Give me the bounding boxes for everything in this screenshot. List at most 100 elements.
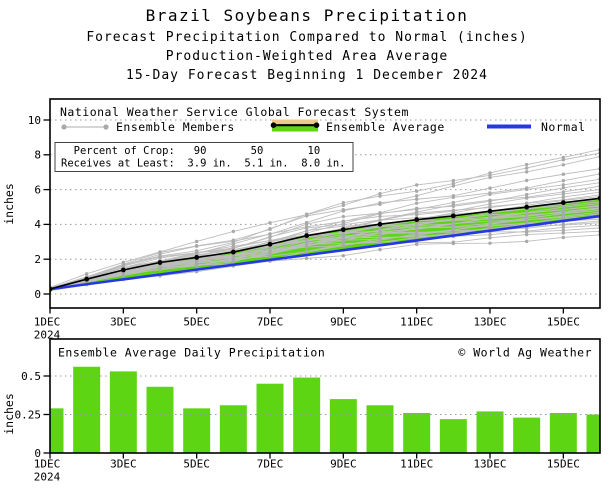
ensemble-member-dot [341, 207, 346, 212]
x-tick-label: 13DEC [473, 458, 506, 471]
ensemble-member-dot [378, 218, 382, 222]
ensemble-member-dot [488, 215, 492, 219]
x-tick-label: 11DEC [400, 316, 433, 329]
ensemble-member-dot [194, 239, 199, 244]
ensemble-member-dot [414, 201, 419, 205]
ensemble-member-dot [231, 258, 236, 263]
ensemble-member-line [50, 230, 600, 290]
ensemble-member-dot [378, 229, 382, 233]
ensemble-average-dot [194, 255, 200, 260]
ensemble-member-dot [524, 192, 529, 197]
ensemble-member-dot [561, 186, 566, 190]
ensemble-member-dot [341, 235, 346, 239]
ensemble-member-dot [451, 204, 456, 208]
bar [513, 417, 541, 453]
stats-box: Percent of Crop: 90 50 10 Receives at Le… [54, 142, 354, 172]
x-tick-label: 5DEC [183, 316, 210, 329]
chart-subtitle-2: Production-Weighted Area Average [165, 49, 449, 64]
ensemble-member-dot [451, 218, 456, 222]
bar [109, 371, 137, 453]
ensemble-member-dot [378, 194, 382, 198]
y-tick-label: 0.5 [21, 370, 41, 383]
ensemble-member-dot [158, 250, 162, 255]
ensemble-member-dot [231, 256, 236, 260]
y-tick-label: 0 [34, 288, 41, 301]
bars-layer [50, 366, 600, 453]
ensemble-member-dot [158, 254, 162, 258]
ensemble-member-line [50, 168, 600, 289]
top-y-axis-label: inches [2, 183, 16, 225]
ensemble-member-dot [304, 256, 309, 261]
ensemble-member-dot [268, 235, 272, 240]
top-series-layer [50, 147, 600, 293]
x-tick-label: 15DEC [547, 458, 580, 471]
ensemble-member-dot [304, 225, 309, 229]
ensemble-member-dot [561, 235, 566, 240]
ensemble-member-line [50, 178, 600, 289]
bar [439, 419, 467, 453]
y-tick-label: 2 [34, 253, 41, 266]
ensemble-member-dot [414, 227, 419, 231]
bar [549, 412, 577, 453]
y-tick-label: 0 [34, 447, 41, 460]
ensemble-member-dot [341, 231, 346, 235]
x-tick-label: 13DEC [473, 316, 506, 329]
ensemble-average-dot [304, 233, 310, 239]
ensemble-member-dot [268, 221, 272, 225]
ensemble-member-dot [378, 214, 382, 219]
ensemble-member-dot [524, 239, 529, 244]
bottom-plot-border [49, 338, 601, 454]
ensemble-member-dot [561, 158, 566, 162]
y-tick-label: 6 [34, 183, 41, 196]
ensemble-member-dot [524, 166, 529, 170]
ensemble-member-dot [524, 201, 529, 205]
ensemble-member-dot [561, 155, 566, 160]
ensemble-member-dot [561, 195, 566, 199]
ensemble-average-dot [560, 200, 566, 206]
ensemble-member-dot [378, 202, 382, 207]
x-tick-label: 1DEC [34, 316, 61, 329]
ensemble-average-dot [157, 260, 163, 265]
ensemble-member-dot [231, 253, 236, 258]
y-tick-label: 0.25 [15, 408, 42, 421]
ensemble-member-dot [84, 272, 89, 276]
ensemble-member-dot [488, 233, 492, 237]
ensemble-member-dot [378, 211, 382, 215]
ensemble-member-dot [488, 186, 492, 190]
ensemble-member-line [50, 149, 600, 289]
y-tick-label: 4 [34, 218, 41, 231]
x-tick-label: 7DEC [257, 458, 284, 471]
ensemble-member-dot [451, 225, 456, 229]
top-plot-border [49, 98, 601, 309]
ensemble-member-dot [414, 210, 419, 214]
ensemble-member-dot [414, 213, 419, 217]
ensemble-member-dot [304, 244, 309, 248]
legend-label-ensemble-members: Ensemble Members [116, 120, 235, 134]
ensemble-member-line [50, 156, 600, 290]
legend-label-ensemble-average: Ensemble Average [326, 120, 445, 134]
bottom-chart-title: Ensemble Average Daily Precipitation [58, 346, 325, 360]
ensemble-member-dot [414, 197, 419, 201]
x-tick-label: 3DEC [110, 316, 137, 329]
ensemble-member-dot [488, 202, 492, 206]
ensemble-member-dot [414, 231, 419, 235]
ensemble-member-dot [451, 181, 456, 186]
ensemble-member-dot [561, 222, 566, 226]
bar [183, 408, 211, 453]
ensemble-member-dot [231, 246, 236, 250]
ensemble-member-dot [524, 178, 529, 183]
legend-label-normal: Normal [541, 120, 586, 134]
ensemble-member-dot [451, 200, 456, 205]
normal-line [50, 214, 600, 291]
ensemble-member-dot [231, 238, 236, 242]
ensemble-average-dot [340, 227, 346, 233]
ensemble-member-dot [414, 233, 419, 238]
ensemble-average-dot [487, 208, 493, 214]
ensemble-member-dot [561, 190, 566, 194]
y-tick-label: 8 [34, 149, 41, 162]
ensemble-member-dot [378, 237, 382, 241]
stats-box-row-receives: Receives at Least: 3.9 in. 5.1 in. 8.0 i… [61, 158, 345, 170]
ensemble-average-dot [120, 267, 126, 273]
x-tick-label: 7DEC [257, 316, 284, 329]
